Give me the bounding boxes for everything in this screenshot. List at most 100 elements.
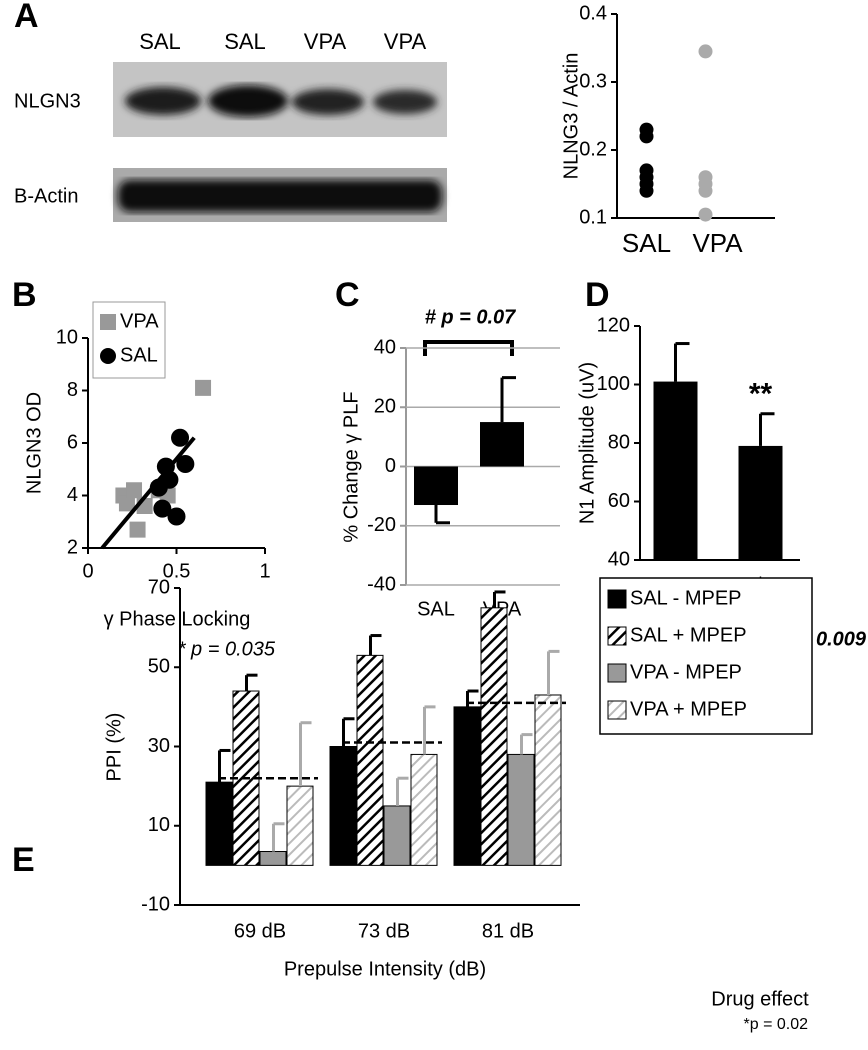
lane-label: VPA [384, 29, 427, 54]
point [126, 482, 143, 499]
y-tick-label: 70 [148, 576, 170, 598]
legend-swatch [607, 663, 627, 683]
bar [480, 607, 508, 866]
bar [286, 785, 314, 866]
bar [453, 706, 481, 866]
panel-label: D [585, 276, 610, 314]
y-tick-label: 6 [67, 431, 78, 453]
y-tick-label: 30 [148, 735, 170, 757]
point [639, 163, 654, 178]
bar [738, 445, 783, 560]
point [639, 122, 654, 137]
point [195, 379, 212, 396]
x-axis-label: Prepulse Intensity (dB) [284, 958, 486, 980]
y-tick-label: 60 [608, 490, 630, 512]
lane-label: SAL [224, 29, 266, 54]
y-tick-label: 0.1 [579, 206, 607, 228]
lane-label: SAL [139, 29, 181, 54]
x-tick-label: 69 dB [234, 920, 286, 942]
blot-bands [125, 85, 437, 117]
legend-swatch [100, 314, 116, 330]
bar [329, 746, 357, 866]
lane-label: VPA [304, 29, 347, 54]
legend-swatch [607, 626, 627, 646]
significance: ** [749, 378, 773, 411]
bar [480, 422, 524, 467]
legend-label: VPA + MPEP [630, 698, 747, 720]
y-tick-label: 120 [597, 314, 630, 336]
bar [653, 381, 698, 560]
legend-label: VPA [120, 310, 159, 332]
bar [410, 753, 438, 866]
row-label: B-Actin [14, 185, 78, 207]
bar [534, 694, 562, 866]
y-tick-label: 50 [148, 656, 170, 678]
y-tick-label: 0.2 [579, 138, 607, 160]
annotation: Drug effect [711, 988, 809, 1010]
point [153, 499, 172, 518]
y-tick-label: 0 [385, 455, 396, 477]
y-tick-label: -40 [367, 573, 396, 595]
y-tick-label: 80 [608, 431, 630, 453]
legend-swatch [100, 348, 116, 364]
x-tick-label: 73 dB [358, 920, 410, 942]
point [118, 495, 135, 512]
y-axis-label: NLGN3 OD [23, 392, 45, 494]
point [171, 428, 190, 447]
y-tick-label: 0.4 [579, 2, 607, 24]
x-tick-label: 81 dB [482, 920, 534, 942]
legend-swatch [607, 700, 627, 720]
point [698, 170, 713, 185]
point [698, 44, 713, 59]
y-tick-label: -10 [141, 893, 170, 915]
y-axis-label: % Change γ PLF [340, 391, 362, 542]
y-axis-label: N1 Amplitude (uV) [576, 362, 598, 524]
y-tick-label: 40 [608, 548, 630, 570]
bar [356, 654, 384, 866]
annotation: * p = 0.035 [178, 638, 276, 660]
y-tick-label: 0.3 [579, 70, 607, 92]
y-tick-label: 20 [374, 396, 396, 418]
x-tick-label: 1 [259, 560, 270, 582]
western-blot: SAL SAL VPA VPA NLGN3 B-Actin [14, 29, 447, 222]
annotation: *p = 0.02 [744, 1016, 809, 1033]
bracket [423, 340, 514, 356]
bar [205, 781, 233, 866]
panel-label: A [14, 0, 39, 35]
x-tick-label: SAL [622, 228, 671, 258]
point [176, 455, 195, 473]
y-tick-label: 10 [148, 814, 170, 836]
legend-label: SAL + MPEP [630, 624, 747, 646]
x-tick-label: SAL [417, 598, 455, 620]
legend-label: VPA - MPEP [630, 661, 742, 683]
point [129, 521, 146, 538]
blot-bands [118, 180, 442, 212]
legend-label: SAL - MPEP [630, 587, 742, 609]
point [167, 507, 186, 526]
y-tick-label: 4 [67, 484, 78, 506]
x-tick-label: VPA [692, 228, 743, 258]
trendline [100, 436, 196, 550]
legend-label: SAL [120, 344, 158, 366]
row-label: NLGN3 [14, 90, 81, 112]
y-tick-label: 10 [56, 326, 78, 348]
y-tick-label: 40 [374, 336, 396, 358]
y-axis-label: NLNG3 / Actin [560, 53, 582, 180]
legend-swatch [607, 589, 627, 609]
bar [507, 753, 535, 866]
y-tick-label: 100 [597, 373, 630, 395]
panel-label: E [12, 841, 35, 879]
bar [259, 851, 287, 866]
x-tick-label: 0.5 [163, 560, 191, 582]
legend-box [599, 577, 813, 735]
y-axis-label: PPI (%) [103, 713, 125, 782]
x-tick-label: 0 [82, 560, 93, 582]
bar [414, 466, 458, 506]
bar [383, 805, 411, 866]
annotation: # p = 0.07 [425, 306, 516, 328]
panel-label: C [335, 276, 360, 314]
y-tick-label: 8 [67, 379, 78, 401]
x-axis-label: γ Phase Locking [104, 608, 251, 630]
point [698, 207, 713, 222]
